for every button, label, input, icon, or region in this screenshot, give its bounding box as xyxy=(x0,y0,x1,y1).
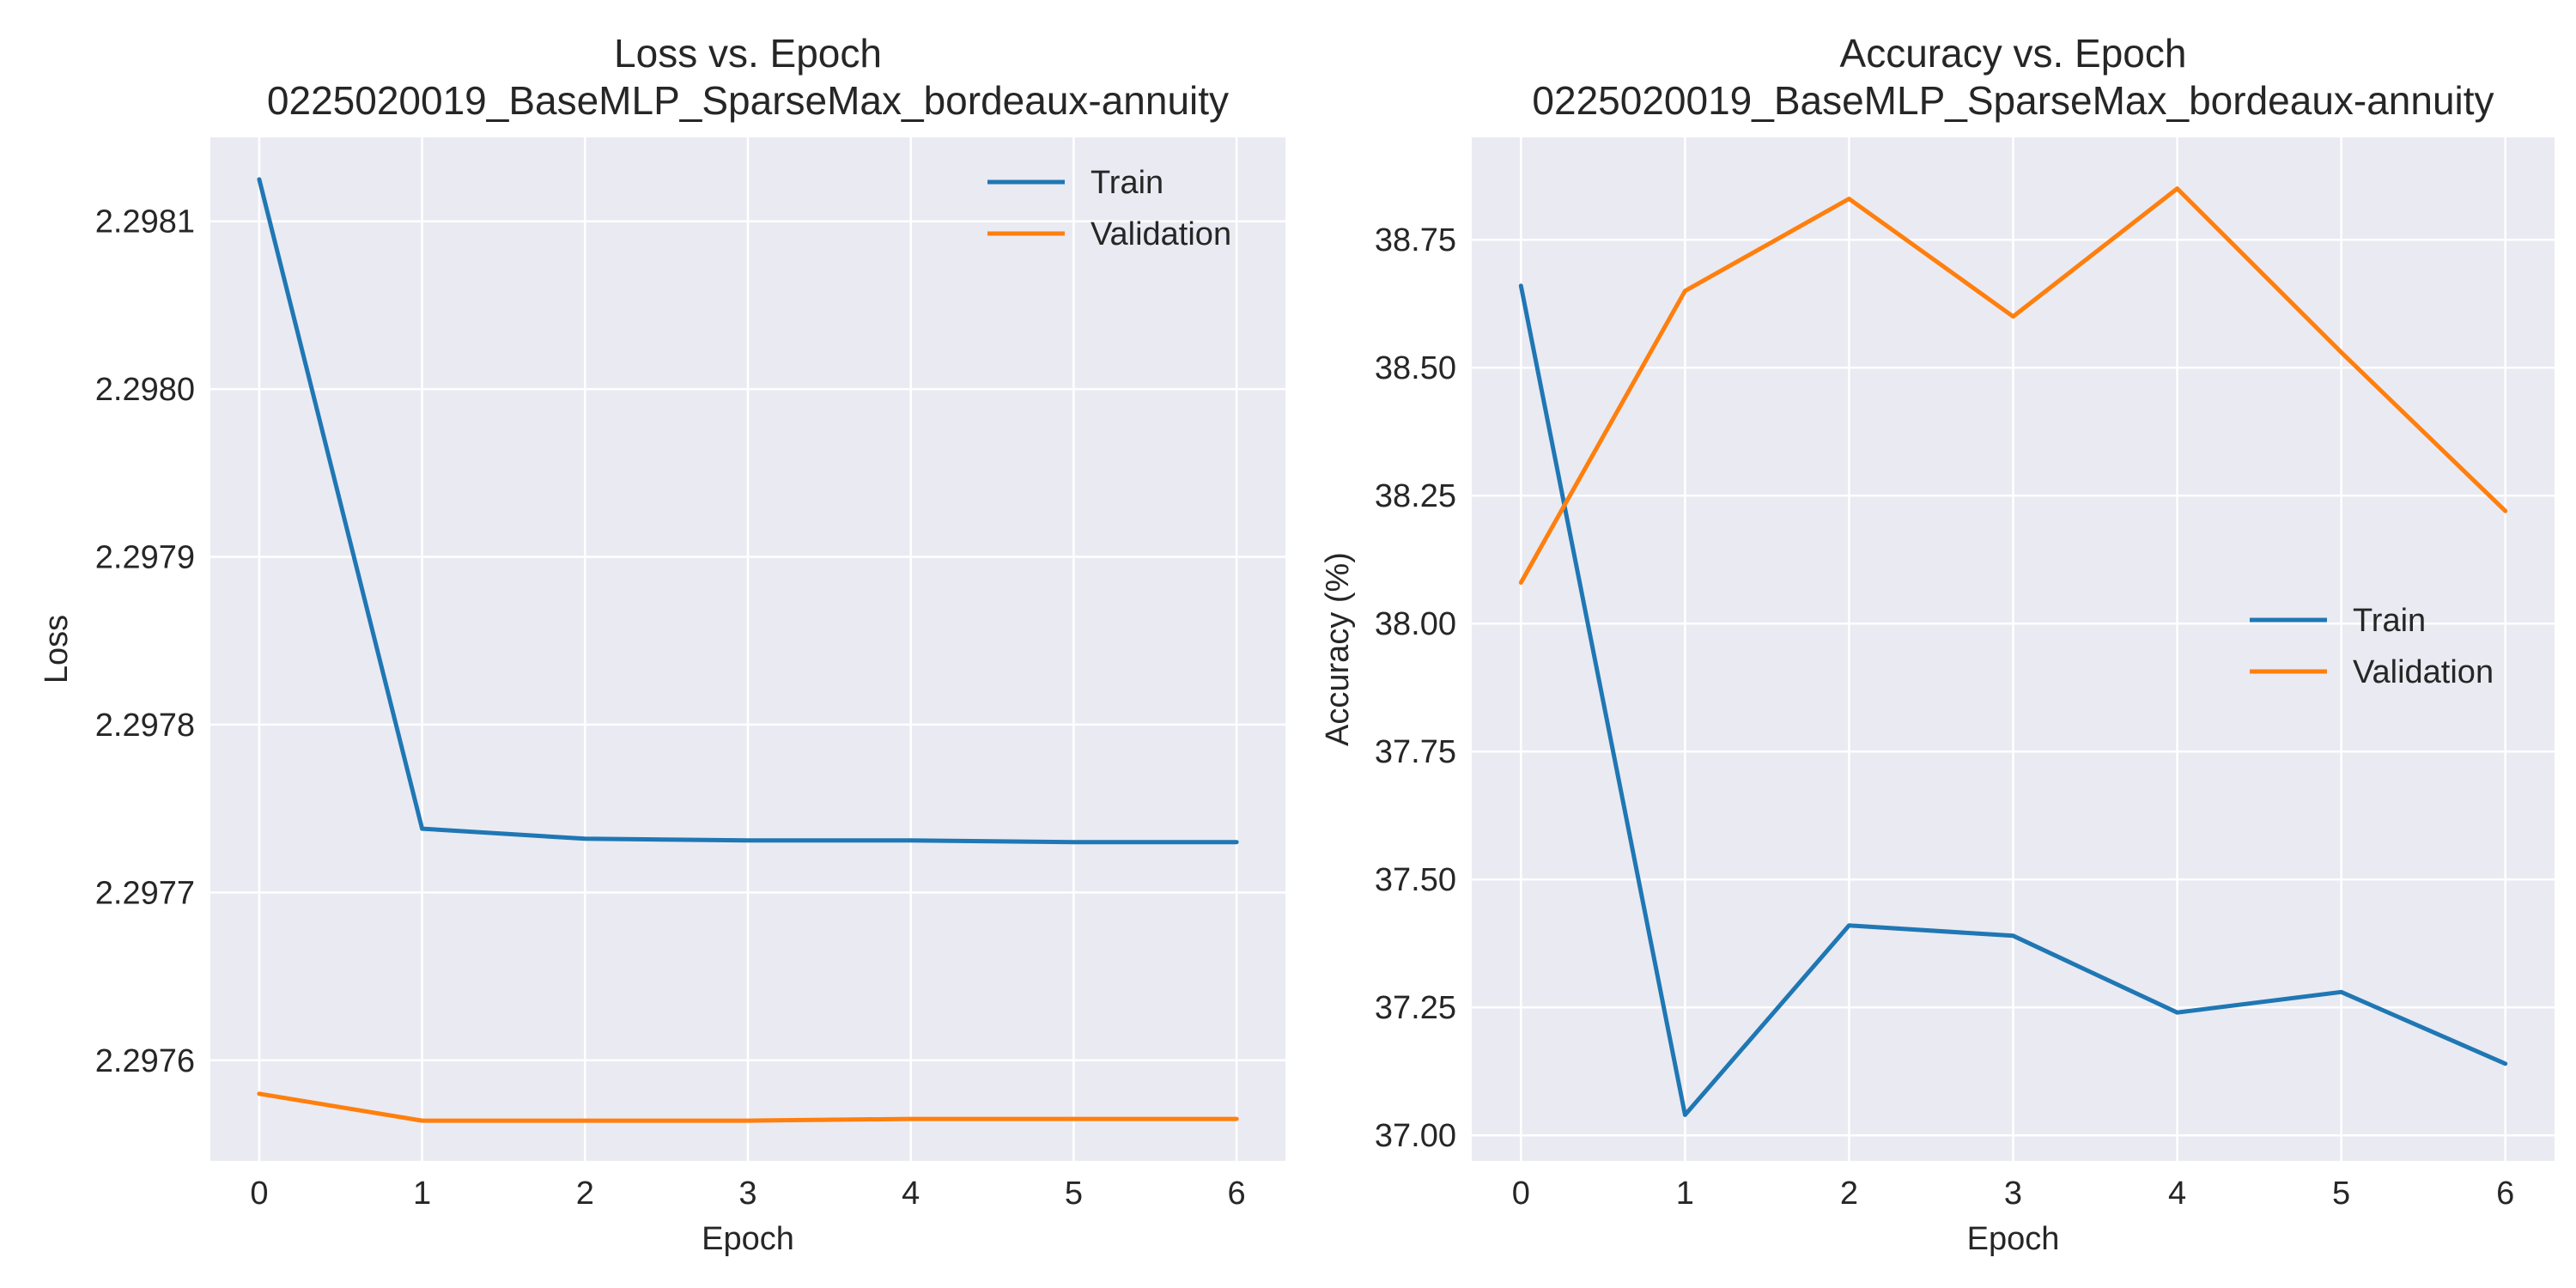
accuracy-chart: 0 1 2 3 4 5 6 37.00 37.25 37.50 37.75 38.00 38.25 38.… xyxy=(1320,31,2555,1257)
legend: Train Validation xyxy=(2250,603,2494,690)
y-tick-label: 2.2978 xyxy=(95,708,195,744)
y-tick-label: 37.50 xyxy=(1375,862,1456,898)
y-tick-label: 37.25 xyxy=(1375,990,1456,1026)
x-tick-label: 6 xyxy=(2496,1176,2514,1212)
series-line-train xyxy=(257,177,1239,845)
chart-title: Accuracy vs. Epoch xyxy=(1840,31,2187,76)
x-tick-label: 1 xyxy=(1676,1176,1694,1212)
x-axis-label: Epoch xyxy=(1967,1221,2060,1257)
x-axis-label: Epoch xyxy=(702,1221,794,1257)
x-tick-label: 4 xyxy=(2168,1176,2186,1212)
y-tick-label: 37.75 xyxy=(1375,734,1456,770)
y-tick-label: 38.50 xyxy=(1375,350,1456,386)
y-tick-label: 2.2977 xyxy=(95,875,195,911)
series-line-train xyxy=(1518,283,2508,1117)
legend-label: Validation xyxy=(2353,654,2494,690)
y-tick-label: 2.2976 xyxy=(95,1043,195,1079)
y-tick-label: 37.00 xyxy=(1375,1118,1456,1154)
legend: Train Validation xyxy=(987,165,1231,252)
y-tick-label: 38.25 xyxy=(1375,478,1456,514)
y-axis-label: Loss xyxy=(39,615,75,683)
loss-chart: 0 1 2 3 4 5 6 2.2976 2.2977 2.2978 2.2979 2.2980 2.2… xyxy=(39,31,1285,1257)
y-axis-label: Accuracy (%) xyxy=(1320,552,1356,746)
chart-subtitle: 0225020019_BaseMLP_SparseMax_bordeaux-an… xyxy=(267,78,1229,123)
legend-label: Train xyxy=(1091,165,1163,201)
y-tick-label: 38.75 xyxy=(1375,222,1456,258)
y-tick-label: 38.00 xyxy=(1375,606,1456,642)
x-tick-label: 4 xyxy=(902,1176,920,1212)
x-tick-label: 6 xyxy=(1228,1176,1246,1212)
series-line-validation xyxy=(1518,186,2508,585)
x-tick-label: 1 xyxy=(413,1176,431,1212)
x-tick-label: 2 xyxy=(1840,1176,1858,1212)
x-tick-label: 5 xyxy=(1065,1176,1083,1212)
y-tick-label: 2.2981 xyxy=(95,204,195,240)
series-line-validation xyxy=(257,1091,1239,1123)
x-tick-label: 0 xyxy=(1512,1176,1530,1212)
x-tick-label: 3 xyxy=(2004,1176,2022,1212)
y-tick-label: 2.2979 xyxy=(95,540,195,576)
legend-label: Validation xyxy=(1091,216,1231,252)
legend-label: Train xyxy=(2353,603,2426,639)
y-tick-label: 2.2980 xyxy=(95,372,195,408)
chart-title: Loss vs. Epoch xyxy=(614,31,882,76)
x-tick-label: 0 xyxy=(250,1176,268,1212)
x-tick-label: 2 xyxy=(576,1176,594,1212)
chart-subtitle: 0225020019_BaseMLP_SparseMax_bordeaux-an… xyxy=(1532,78,2494,123)
x-tick-label: 3 xyxy=(738,1176,756,1212)
x-tick-label: 5 xyxy=(2332,1176,2350,1212)
